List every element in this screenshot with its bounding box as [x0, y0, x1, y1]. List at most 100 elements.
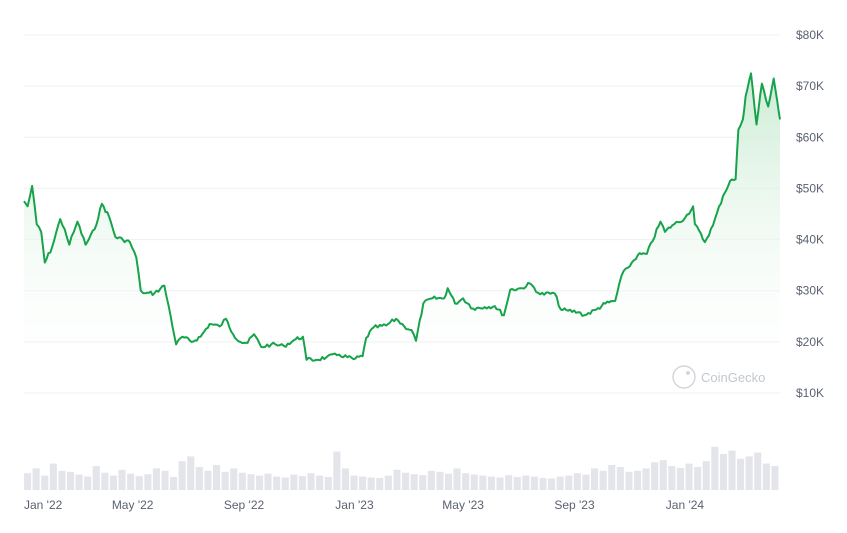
volume-bar [256, 475, 264, 490]
volume-bar [659, 460, 667, 490]
volume-bar [24, 473, 32, 490]
volume-bar [539, 478, 547, 490]
volume-bar [625, 471, 633, 490]
y-tick-label: $10K [796, 386, 824, 400]
volume-bar [548, 478, 556, 490]
x-tick-label: May '23 [442, 498, 484, 512]
watermark-text: CoinGecko [701, 370, 765, 385]
y-tick-label: $30K [796, 284, 824, 298]
volume-bar [307, 473, 315, 490]
volume-bar [565, 475, 573, 490]
volume-bar [290, 474, 298, 490]
x-tick-label: Jan '23 [335, 498, 374, 512]
volume-bar [496, 477, 504, 490]
volume-bar [410, 474, 418, 490]
volume-bar [247, 474, 255, 490]
coingecko-watermark: CoinGecko [672, 365, 765, 389]
volume-bar [522, 475, 530, 490]
volume-bar [127, 473, 135, 490]
volume-bar [324, 477, 332, 490]
volume-bar [393, 469, 401, 490]
volume-bar [298, 476, 306, 490]
y-tick-label: $20K [796, 335, 824, 349]
volume-bar [101, 472, 109, 490]
volume-bar [75, 474, 83, 490]
y-tick-label: $80K [796, 28, 824, 42]
volume-bar [161, 470, 169, 490]
volume-bar [152, 468, 160, 490]
volume-bar [745, 456, 753, 490]
volume-bar [32, 468, 40, 490]
volume-bar [67, 471, 75, 490]
volume-bar [427, 470, 435, 490]
volume-bar [187, 456, 195, 490]
x-axis: Jan '22 May '22 Sep '22 Jan '23 May '23 Sep '… [24, 498, 704, 512]
volume-bar [84, 476, 92, 490]
volume-bar [702, 461, 710, 490]
volume-bar [479, 475, 487, 490]
y-tick-label: $50K [796, 181, 824, 195]
volume-bar [170, 477, 178, 490]
y-tick-label: $40K [796, 233, 824, 247]
volume-bar [642, 468, 650, 490]
volume-bar [49, 463, 57, 490]
volume-bar [634, 470, 642, 490]
volume-bar [582, 474, 590, 490]
volume-bar [676, 467, 684, 490]
x-tick-label: May '22 [112, 498, 154, 512]
volume-bar [178, 461, 186, 490]
volume-bar [711, 446, 719, 490]
volume-bar [204, 470, 212, 490]
price-area-fill [24, 73, 780, 394]
x-tick-label: Sep '22 [224, 498, 265, 512]
volume-bar [505, 475, 513, 490]
volume-bar [41, 475, 49, 490]
price-area [24, 73, 780, 394]
volume-bar [573, 473, 581, 490]
volume-bar [719, 454, 727, 490]
volume-bar [144, 474, 152, 490]
volume-bar [230, 468, 238, 490]
volume-bar [402, 472, 410, 490]
volume-bar [376, 478, 384, 490]
volume-bar [281, 477, 289, 490]
volume-bar [591, 468, 599, 490]
volume-bar [367, 477, 375, 490]
volume-bar [221, 471, 229, 490]
volume-bar [350, 475, 358, 490]
y-axis: $10K $20K $30K $40K $50K $60K $70K $80K [796, 28, 824, 400]
volume-bar [273, 476, 281, 490]
volume-bar [453, 468, 461, 490]
volume-bar [616, 467, 624, 490]
coingecko-logo-eye [686, 371, 690, 375]
volume-bar [762, 463, 770, 490]
volume-bar [135, 476, 143, 490]
volume-bar [556, 476, 564, 490]
x-tick-label: Sep '23 [554, 498, 595, 512]
volume-bar [728, 450, 736, 490]
volume-bar [694, 467, 702, 490]
volume-bar [771, 466, 779, 490]
volume-bar [608, 465, 616, 490]
volume-bar [470, 474, 478, 490]
y-tick-label: $60K [796, 130, 824, 144]
volume-bar [92, 466, 100, 490]
volume-bar [445, 473, 453, 490]
volume-bar [668, 466, 676, 490]
volume-bar [264, 473, 272, 490]
volume-bar [436, 471, 444, 490]
volume-bar [513, 477, 521, 490]
volume-bar [213, 465, 221, 490]
volume-bar [651, 462, 659, 490]
volume-bar [195, 467, 203, 490]
volume-bar [341, 468, 349, 490]
volume-bar [737, 458, 745, 490]
volume-bar [599, 470, 607, 490]
x-tick-label: Jan '22 [24, 498, 63, 512]
volume-bar [487, 476, 495, 490]
volume-bar [109, 475, 117, 490]
volume-bar [462, 473, 470, 490]
volume-bar [530, 476, 538, 490]
volume-bar [359, 476, 367, 490]
